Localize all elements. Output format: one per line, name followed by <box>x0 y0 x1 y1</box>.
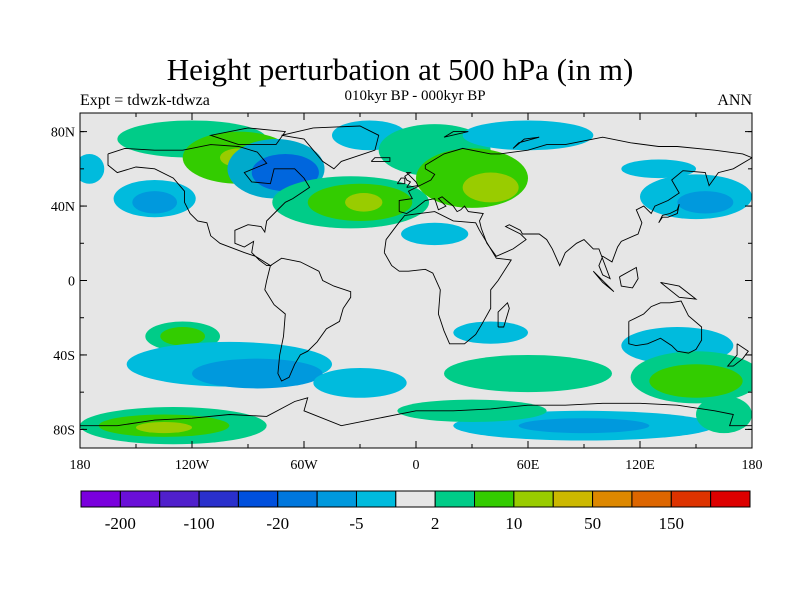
colorbar-label: 50 <box>584 514 601 533</box>
anomaly-region <box>677 191 734 214</box>
colorbar-box <box>316 490 357 508</box>
anomaly-region <box>444 354 612 393</box>
coastline <box>396 177 406 185</box>
season-label: ANN <box>717 92 752 109</box>
coastline <box>726 343 749 367</box>
anomaly-region <box>518 418 650 434</box>
colorbar-box <box>355 490 397 508</box>
coastline <box>660 281 698 300</box>
lon-tick-label: 120W <box>175 458 210 473</box>
colorbar-box <box>474 490 515 508</box>
coastline <box>264 257 352 382</box>
lon-tick-label: 60W <box>290 458 318 473</box>
lon-tick-label: 120E <box>625 458 655 473</box>
period-label: 010kyr BP - 000kyr BP <box>344 88 486 104</box>
coastline <box>370 157 391 162</box>
colorbar-box <box>710 490 751 508</box>
anomaly-region <box>696 395 752 434</box>
anomaly-region <box>453 321 528 344</box>
coastline <box>619 266 639 289</box>
colorbar-label: 150 <box>659 514 685 533</box>
anomaly-region <box>621 159 697 179</box>
coastline <box>404 172 419 188</box>
lat-tick-label: 40N <box>51 200 75 215</box>
colorbar-box <box>631 490 672 508</box>
colorbar-box <box>80 490 121 508</box>
colorbar-box <box>277 490 318 508</box>
anomaly-region <box>401 222 469 246</box>
anomaly-region <box>649 364 743 398</box>
colorbar-box <box>434 490 476 508</box>
anomaly-region <box>462 120 594 151</box>
anomaly-region <box>136 421 192 434</box>
colorbar-box <box>552 490 594 508</box>
lat-tick-label: 0 <box>68 275 75 290</box>
colorbar-label: -100 <box>183 514 214 533</box>
coastline <box>383 211 512 345</box>
lon-tick-label: 0 <box>413 458 420 473</box>
coastline <box>512 136 540 149</box>
coastline <box>497 301 510 328</box>
anomaly-region <box>251 153 319 192</box>
experiment-label: Expt = tdwzk-tdwza <box>80 92 210 109</box>
colorbar-box <box>119 490 161 508</box>
coastline <box>208 127 287 146</box>
plot-title: Height perturbation at 500 hPa (in m) <box>166 52 634 87</box>
coastline <box>398 136 752 280</box>
anomaly-region <box>397 399 547 422</box>
colorbar-label: -20 <box>266 514 289 533</box>
coastline <box>628 300 703 354</box>
colorbar-box <box>670 490 712 508</box>
lon-tick-label: 180 <box>742 458 763 473</box>
coastlines <box>80 125 752 427</box>
lat-tick-label: 80N <box>51 126 75 141</box>
coastline <box>281 125 380 170</box>
anomaly-region <box>80 153 105 184</box>
anomaly-region <box>345 193 383 212</box>
colorbar-box <box>237 490 279 508</box>
lat-tick-label: 80S <box>53 423 75 438</box>
anomaly-region <box>192 358 323 389</box>
coastline <box>80 397 752 427</box>
coastline <box>592 270 615 293</box>
anomaly-region <box>132 191 178 214</box>
colorbar-box <box>592 490 633 508</box>
lat-tick-label: 40S <box>53 349 75 364</box>
colorbar-box <box>198 490 239 508</box>
colorbar-label: -200 <box>105 514 136 533</box>
colorbar-label: 2 <box>431 514 440 533</box>
colorbar-box <box>513 490 554 508</box>
lon-tick-label: 180 <box>70 458 91 473</box>
anomaly-region <box>313 367 407 398</box>
anomaly-region <box>462 172 519 203</box>
colorbar-box <box>159 490 200 508</box>
colorbar-label: 10 <box>505 514 522 533</box>
colorbar-label: -5 <box>349 514 363 533</box>
anomaly-region <box>160 327 206 346</box>
coastline <box>443 131 469 138</box>
coastline <box>658 204 680 224</box>
lon-tick-label: 60E <box>517 458 540 473</box>
coastline <box>107 144 311 267</box>
colorbar-box <box>395 490 436 508</box>
